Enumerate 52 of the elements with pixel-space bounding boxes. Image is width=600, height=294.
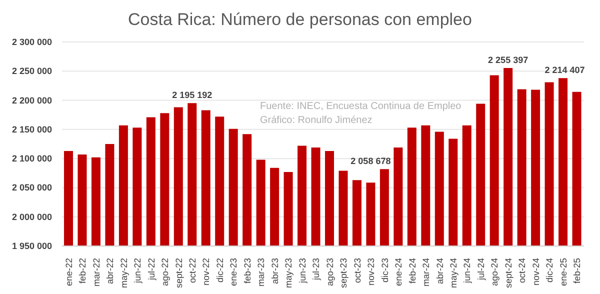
x-tick-label: jul-23 xyxy=(311,258,322,282)
x-tick-label: abr-23 xyxy=(270,258,280,284)
data-label: 2 058 678 xyxy=(350,156,391,166)
x-tick-label: feb-22 xyxy=(78,258,88,284)
x-tick-label: ago-23 xyxy=(324,258,335,286)
x-tick-label: dic-22 xyxy=(214,258,225,283)
y-tick-label: 2 300 000 xyxy=(12,37,52,47)
x-tick-label: may-24 xyxy=(448,258,458,288)
x-tick-label: feb-25 xyxy=(572,258,582,284)
x-tick-label: ene-23 xyxy=(228,258,239,286)
x-tick-label: abr-22 xyxy=(105,258,116,284)
x-tick-label: nov-23 xyxy=(366,258,376,286)
x-tick-label: dic-23 xyxy=(380,258,390,283)
chart-title: Costa Rica: Número de personas con empleo xyxy=(127,9,473,31)
y-tick-label: 2 050 000 xyxy=(12,182,52,193)
source-note: Fuente: INEC, Encuesta Continua de Empleo Gráfico: Ronulfo Jiménez xyxy=(260,100,462,128)
x-tick-label: sept-23 xyxy=(338,258,349,288)
y-tick-label: 2 150 000 xyxy=(12,124,52,134)
x-tick-label: oct-24 xyxy=(517,258,528,284)
data-label: 2 214 407 xyxy=(544,65,585,76)
x-tick-label: oct-22 xyxy=(188,258,198,284)
y-tick-label: 2 000 000 xyxy=(12,212,52,222)
x-tick-label: ago-22 xyxy=(160,258,170,286)
x-tick-label: jul-24 xyxy=(476,258,486,282)
x-tick-label: jun-24 xyxy=(462,258,472,284)
x-tick-label: oct-23 xyxy=(352,258,362,284)
x-tick-label: ago-24 xyxy=(490,258,500,286)
y-tick-label: 2 250 000 xyxy=(12,66,52,76)
x-tick-label: feb-23 xyxy=(242,258,252,284)
x-tick-label: dic-24 xyxy=(544,258,555,283)
x-tick-label: mar-22 xyxy=(91,258,102,287)
x-tick-label: ene-25 xyxy=(558,258,568,286)
x-tick-label: jul-22 xyxy=(146,258,156,282)
y-tick-label: 2 100 000 xyxy=(12,154,52,164)
x-tick-label: jun-23 xyxy=(297,258,308,284)
x-tick-label: mar-24 xyxy=(421,258,432,287)
x-tick-label: nov-22 xyxy=(201,258,212,286)
x-tick-label: jun-22 xyxy=(132,258,143,284)
data-label: 2 195 192 xyxy=(172,90,212,100)
x-tick-label: abr-24 xyxy=(434,258,445,284)
x-tick-label: ene-24 xyxy=(394,258,404,286)
y-tick-label: 1 950 000 xyxy=(12,241,52,251)
x-tick-label: sept-22 xyxy=(174,258,184,288)
x-tick-label: feb-24 xyxy=(407,258,418,284)
y-tick-label: 2 200 000 xyxy=(12,95,52,106)
x-tick-label: nov-24 xyxy=(530,258,541,286)
x-tick-label: may-23 xyxy=(284,258,294,288)
x-tick-label: may-22 xyxy=(118,258,129,288)
x-tick-label: ene-22 xyxy=(64,258,74,286)
x-tick-label: sept-24 xyxy=(503,258,514,288)
data-label: 2 255 397 xyxy=(488,54,528,65)
x-tick-label: mar-23 xyxy=(256,258,266,287)
